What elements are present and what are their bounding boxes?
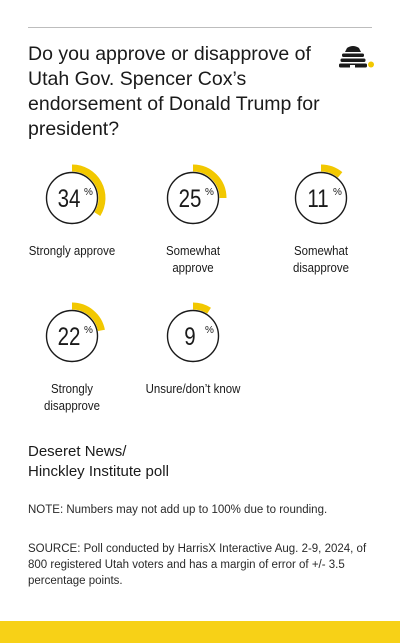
stat-unit: %: [333, 187, 342, 198]
poll-source-line: Deseret News/: [28, 443, 127, 460]
stat-value: 22: [58, 322, 81, 350]
gauge-arc: [320, 164, 343, 178]
stat-label-line: disapprove: [44, 398, 100, 413]
rounding-note: NOTE: Numbers may not add up to 100% due…: [28, 504, 328, 516]
stat-gauge: 11%: [294, 164, 348, 225]
stat-label: Somewhat disapprove: [273, 242, 370, 276]
stat-label-line: Unsure/don’t know: [145, 381, 241, 396]
stat-unit: %: [205, 325, 214, 336]
footer-bar: [0, 621, 400, 643]
stat-label: Somewhat approve: [145, 242, 242, 276]
stat-item: 34% Strongly approve: [17, 164, 127, 259]
stat-item: 25% Somewhat approve: [138, 164, 248, 276]
gauge-arc: [192, 302, 211, 314]
gauge-arc: [71, 164, 106, 216]
stat-value: 11: [307, 184, 328, 212]
gauge-arc: [71, 302, 105, 332]
stat-label-line: Strongly approve: [28, 243, 116, 258]
chart-title: Do you approve or disapprove of Utah Gov…: [28, 43, 320, 140]
stat-label-line: Somewhat: [293, 243, 349, 258]
stat-gauge: 9%: [166, 302, 220, 363]
stat-gauge: 22%: [45, 302, 105, 363]
gauge-ring: [45, 171, 99, 225]
stat-label-line: Strongly: [51, 381, 93, 396]
gauge-ring: [294, 171, 348, 225]
stat-value: 34: [58, 184, 81, 212]
gauge-ring: [45, 309, 99, 363]
stat-label-line: disapprove: [293, 260, 349, 275]
poll-source-line: Hinckley Institute poll: [28, 463, 169, 480]
stat-item: 22% Strongly disapprove: [17, 302, 127, 414]
stat-label: Strongly approve: [24, 242, 121, 259]
gauge-ring: [166, 309, 220, 363]
stat-label-line: Somewhat approve: [165, 243, 221, 275]
gauge-arc: [192, 164, 227, 199]
stat-unit: %: [84, 325, 93, 336]
stat-value: 25: [179, 184, 202, 212]
stat-gauge: 34%: [45, 164, 106, 225]
source-text: SOURCE: Poll conducted by HarrisX Intera…: [28, 543, 367, 587]
stat-unit: %: [84, 187, 93, 198]
gauge-ring: [166, 171, 220, 225]
stat-value: 9: [184, 322, 195, 350]
stat-item: 9% Unsure/don’t know: [138, 302, 248, 397]
beehive-logo-icon: [339, 46, 374, 68]
top-rule: [28, 27, 372, 28]
stat-unit: %: [205, 187, 214, 198]
poll-source-title: Deseret News/ Hinckley Institute poll: [28, 442, 169, 482]
stat-item: 11% Somewhat disapprove: [266, 164, 376, 276]
stat-gauge: 25%: [166, 164, 227, 225]
stat-label: Strongly disapprove: [24, 380, 121, 414]
stat-label: Unsure/don’t know: [145, 380, 242, 397]
